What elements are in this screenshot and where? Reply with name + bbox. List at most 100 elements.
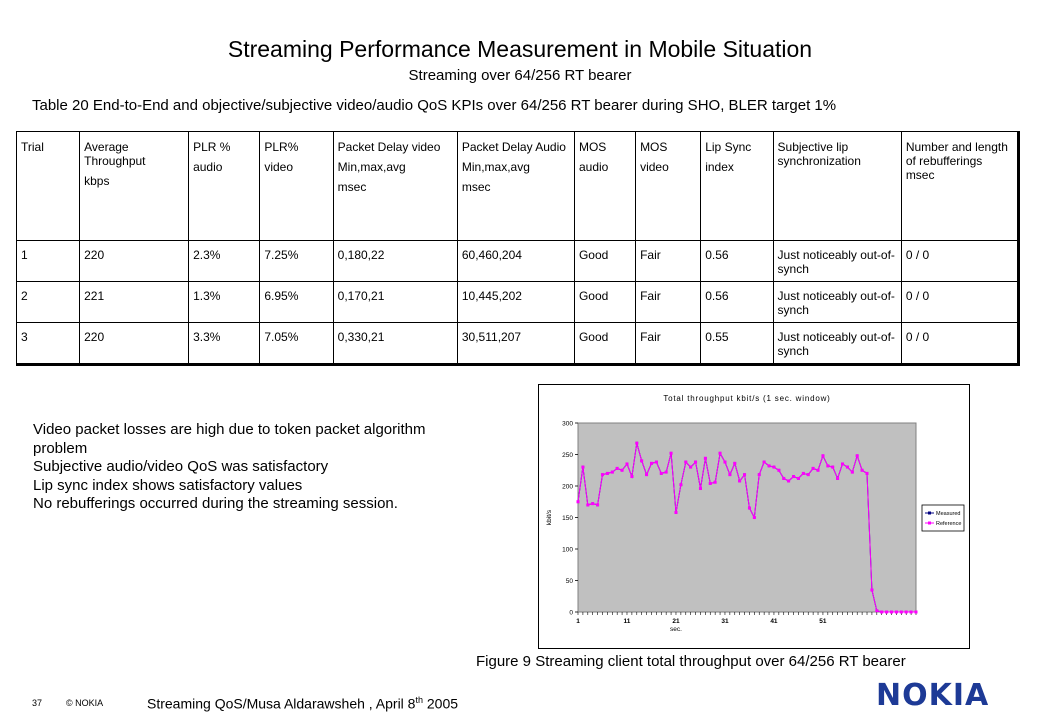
data-point: [645, 473, 649, 477]
legend-marker: [928, 521, 931, 525]
table-cell: Good: [573, 281, 637, 323]
data-point: [694, 460, 698, 464]
data-point: [752, 516, 756, 519]
y-tick-label: 250: [562, 452, 573, 459]
y-tick-label: 150: [562, 515, 573, 522]
y-tick-label: 50: [566, 578, 574, 585]
data-point: [605, 471, 609, 475]
data-point: [894, 610, 898, 614]
header-text: video: [264, 160, 294, 174]
note-item: Subjective audio/video QoS was satisfact…: [33, 458, 329, 475]
table-cell: 1: [15, 240, 81, 282]
page-subtitle: Streaming over 64/256 RT bearer: [408, 67, 632, 84]
table-cell: 221: [79, 281, 190, 323]
table-cell: 3.3%: [188, 322, 261, 365]
data-point: [845, 465, 849, 469]
table-cell: 0,180,22: [332, 240, 458, 282]
x-tick-label: 11: [624, 618, 631, 625]
data-point: [875, 609, 879, 613]
data-point: [664, 470, 668, 474]
legend-box: [921, 504, 965, 532]
nokia-logo: NOKIA: [876, 678, 990, 713]
y-tick-label: 200: [562, 484, 573, 491]
table-header-row: Trial Average Throughput kbps PLR % audio PLR…: [15, 131, 1020, 241]
footer-author-sup: th: [415, 695, 423, 705]
data-point: [684, 460, 688, 464]
table-header-cell: MOS audio: [573, 131, 637, 241]
data-point: [698, 487, 702, 491]
data-point: [689, 465, 693, 469]
data-point: [615, 466, 619, 470]
footer-author-main: Streaming QoS/Musa Aldarawsheh , April 8: [147, 695, 416, 712]
y-axis-label: kbit/s: [546, 509, 553, 525]
x-tick-label: 41: [770, 618, 778, 625]
legend-marker: [928, 511, 931, 515]
data-point: [679, 483, 683, 487]
note-item: No rebufferings occurred during the stre…: [33, 495, 398, 512]
data-point: [757, 473, 761, 477]
data-point: [890, 610, 894, 614]
copyright: © NOKIA: [66, 698, 104, 708]
data-point: [743, 473, 747, 477]
figure-caption: Figure 9 Streaming client total throughp…: [476, 653, 906, 670]
table-cell: Just noticeably out-of-synch: [772, 281, 902, 323]
table-cell: 7.05%: [259, 322, 334, 365]
data-point: [772, 465, 776, 469]
data-point: [630, 475, 634, 479]
table-row: 3 220 3.3% 7.05% 0,330,21 30,511,207 Good Fair 0…: [15, 322, 1020, 365]
table-cell: 220: [79, 240, 190, 282]
data-point: [826, 464, 830, 468]
header-text: index: [705, 160, 734, 174]
header-text: Lip Sync: [705, 140, 752, 154]
data-point: [596, 503, 600, 507]
data-point: [777, 468, 781, 472]
legend-label: Measured: [936, 511, 960, 517]
data-point: [600, 473, 604, 477]
table-cell: 0 / 0: [900, 281, 1020, 323]
table-cell: 0 / 0: [900, 322, 1020, 365]
table-header-cell: Trial: [15, 131, 81, 241]
table-cell: Fair: [635, 240, 702, 282]
table-cell: Good: [573, 322, 637, 365]
data-point: [796, 476, 800, 480]
table-cell: 60,460,204: [456, 240, 575, 282]
table-cell: 2.3%: [188, 240, 261, 282]
table-cell: 0 / 0: [900, 240, 1020, 282]
table-header-cell: Average Throughput kbps: [79, 131, 190, 241]
table-cell: Good: [573, 240, 637, 282]
data-point: [880, 610, 884, 614]
x-tick-label: 1: [576, 618, 580, 625]
note-item: Video packet losses are high due to toke…: [33, 421, 426, 457]
header-text: Number and length of rebufferings msec: [905, 140, 1008, 182]
y-tick-label: 300: [562, 421, 573, 428]
data-point: [654, 460, 658, 464]
data-point: [792, 475, 796, 479]
data-point: [703, 456, 707, 460]
data-point: [787, 479, 791, 483]
table-cell: Fair: [635, 322, 702, 365]
table-row: 1 220 2.3% 7.25% 0,180,22 60,460,204 Good Fair 0…: [15, 240, 1020, 282]
data-point: [713, 480, 717, 484]
page-number: 37: [32, 698, 43, 708]
table-cell: 0.56: [700, 281, 774, 323]
header-text: MOS: [578, 140, 607, 154]
data-point: [718, 451, 722, 455]
header-text: Min,max,avg: [461, 160, 530, 174]
table-cell: 0,170,21: [332, 281, 458, 323]
header-text: Trial: [21, 140, 44, 154]
header-text: Min,max,avg: [337, 160, 406, 174]
table-cell: 10,445,202: [456, 281, 575, 323]
data-point: [865, 471, 869, 475]
table-cell: 2: [15, 281, 81, 323]
header-text: PLR%: [264, 140, 299, 154]
data-point: [855, 454, 859, 458]
data-point: [659, 471, 663, 475]
x-tick-label: 31: [721, 618, 729, 625]
x-tick-label: 21: [672, 618, 680, 625]
header-text: audio: [193, 160, 223, 174]
data-point: [620, 468, 624, 472]
table-cell: 0.55: [700, 322, 774, 365]
data-point: [581, 465, 585, 469]
table-header-cell: Number and length of rebufferings msec: [900, 131, 1020, 241]
table-cell: Just noticeably out-of-synch: [772, 240, 902, 282]
